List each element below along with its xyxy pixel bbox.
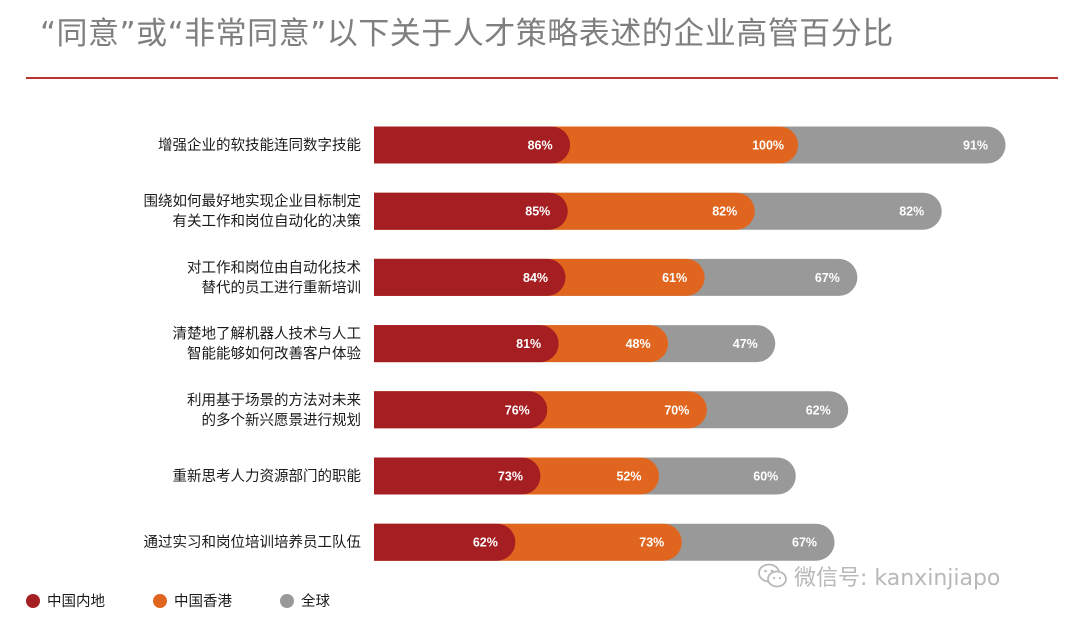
- category-label-row-7: 通过实习和岗位培训培养员工队伍: [144, 534, 362, 551]
- category-label-row-5-line-1: 利用基于场景的方法对未来: [187, 392, 361, 409]
- data-label-2-row-6: 52%: [616, 470, 641, 484]
- data-label-2-row-7: 73%: [639, 536, 664, 550]
- stacked-bar-chart: 86% 100% 91% 增强企业的软技能连同数字技能 85% 82% 82% 围绕如何最好地…: [144, 126, 1006, 561]
- data-label-3-row-2: 82%: [899, 205, 924, 219]
- category-label-row-3-line-2: 替代的员工进行重新培训: [202, 279, 362, 296]
- bar-segment-1-row-6: [374, 457, 541, 495]
- legend: 中国内地 中国香港 全球: [26, 590, 378, 611]
- category-label-row-1: 增强企业的软技能连同数字技能: [158, 136, 361, 154]
- data-label-3-row-7: 67%: [792, 536, 817, 550]
- category-label-row-2-line-2: 有关工作和岗位自动化的决策: [173, 213, 362, 230]
- legend-item-1: 中国内地: [26, 590, 105, 611]
- bar-segment-1-row-3: [374, 258, 566, 296]
- data-label-3-row-4: 47%: [733, 337, 758, 351]
- data-label-1-row-2: 85%: [525, 205, 550, 219]
- wechat-icon: [758, 563, 787, 588]
- data-label-3-row-3: 67%: [815, 271, 840, 285]
- legend-swatch-2: [153, 593, 167, 608]
- category-label-row-4-line-1: 清楚地了解机器人技术与人工: [173, 326, 362, 343]
- bar-segment-1-row-5: [374, 391, 548, 429]
- data-label-3-row-6: 60%: [753, 470, 778, 484]
- legend-item-3: 全球: [280, 590, 330, 611]
- category-label-row-6: 重新思考人力资源部门的职能: [173, 468, 362, 485]
- category-label-row-5-line-2: 的多个新兴愿景进行规划: [202, 412, 362, 429]
- bar-segment-1-row-4: [374, 325, 559, 363]
- legend-swatch-1: [26, 593, 40, 608]
- data-label-2-row-3: 61%: [662, 271, 687, 285]
- data-label-1-row-1: 86%: [528, 139, 553, 153]
- data-label-2-row-5: 70%: [664, 403, 689, 417]
- category-label-row-4-line-2: 智能能够如何改善客户体验: [187, 346, 361, 363]
- bar-segment-1-row-7: [374, 523, 516, 561]
- data-label-1-row-7: 62%: [473, 536, 498, 550]
- bar-segment-1-row-2: [374, 192, 568, 230]
- watermark: 微信号: kanxinjiapo: [758, 560, 1000, 592]
- data-label-3-row-1: 91%: [963, 139, 988, 153]
- category-label-row-2-line-1: 围绕如何最好地实现企业目标制定: [144, 192, 362, 210]
- title-divider: [26, 77, 1058, 79]
- data-label-1-row-6: 73%: [498, 470, 523, 484]
- data-label-1-row-3: 84%: [523, 271, 548, 285]
- data-label-1-row-4: 81%: [516, 337, 541, 351]
- category-label-row-3-line-1: 对工作和岗位由自动化技术: [187, 259, 361, 276]
- chart-title: “同意”或“非常同意”以下关于人才策略表述的企业高管百分比: [40, 16, 894, 52]
- data-label-1-row-5: 76%: [505, 403, 530, 417]
- legend-swatch-3: [280, 593, 294, 608]
- bar-segment-1-row-1: [374, 126, 571, 164]
- data-label-3-row-5: 62%: [806, 403, 831, 417]
- data-label-2-row-1: 100%: [752, 139, 784, 153]
- legend-label-2: 中国香港: [174, 594, 232, 610]
- data-label-2-row-4: 48%: [626, 337, 651, 351]
- legend-label-1: 中国内地: [47, 594, 105, 610]
- data-label-2-row-2: 82%: [712, 205, 737, 219]
- legend-label-3: 全球: [301, 594, 330, 610]
- watermark-text: 微信号: kanxinjiapo: [794, 566, 1001, 591]
- legend-item-2: 中国香港: [153, 590, 232, 611]
